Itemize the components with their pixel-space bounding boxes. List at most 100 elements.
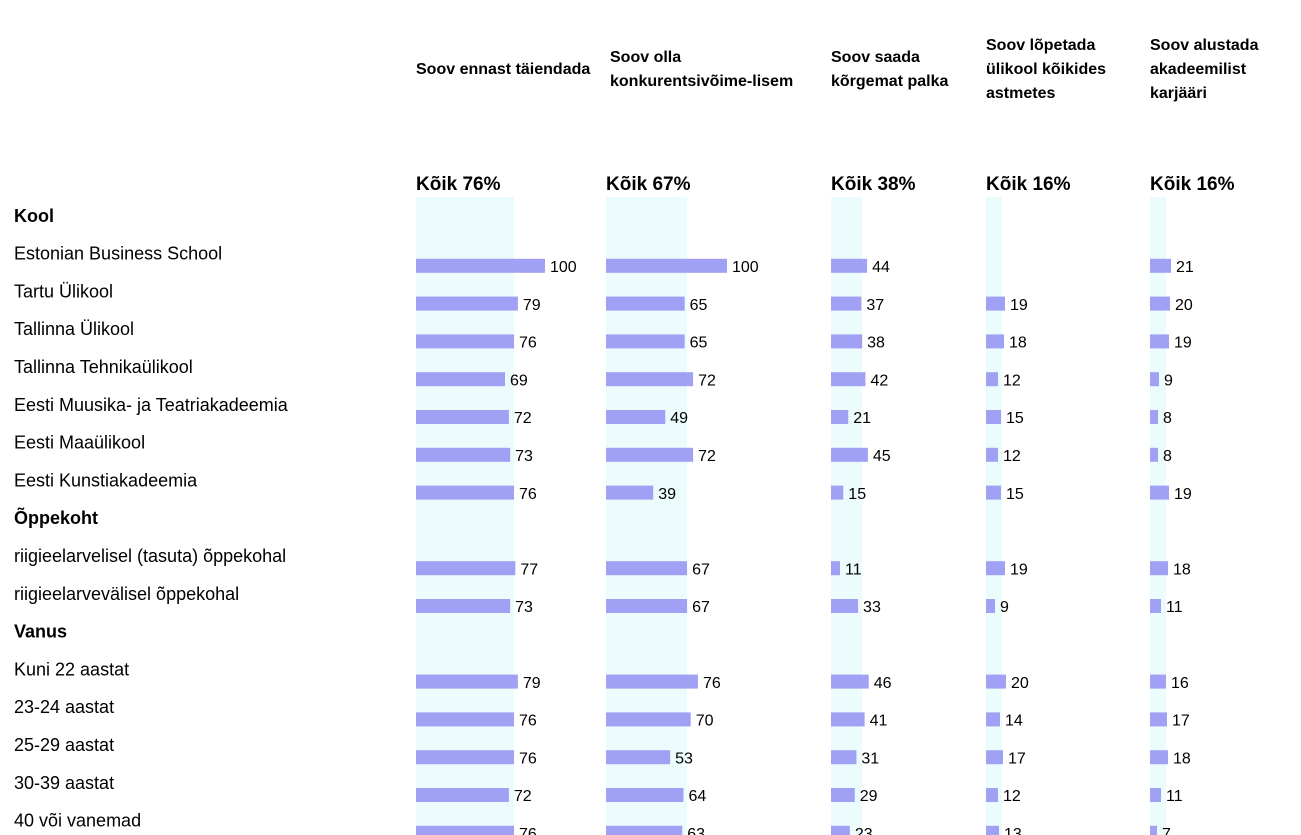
value-label: 64 <box>688 788 706 805</box>
value-label: 18 <box>1173 561 1191 578</box>
bar <box>986 750 1003 765</box>
bar <box>606 296 685 311</box>
value-label: 18 <box>1173 750 1191 767</box>
value-label: 76 <box>519 826 537 835</box>
total-band <box>1150 197 1166 835</box>
bar <box>831 750 857 765</box>
row-label: 25-29 aastat <box>14 735 114 755</box>
row-label: Kuni 22 aastat <box>14 659 129 679</box>
bar <box>986 788 998 802</box>
value-label: 63 <box>687 826 705 835</box>
value-label: 76 <box>519 335 537 352</box>
value-label: 11 <box>1166 788 1183 805</box>
bar <box>831 334 863 349</box>
value-label: 100 <box>550 259 577 276</box>
value-label: 42 <box>870 372 888 389</box>
column-header: Soov olla konkurentsivõime-lisem <box>610 49 794 90</box>
value-label: 67 <box>692 561 710 578</box>
value-label: 73 <box>515 448 533 465</box>
value-label: 11 <box>1166 599 1183 616</box>
value-label: 76 <box>519 486 537 503</box>
bar <box>831 561 841 576</box>
value-label: 45 <box>873 448 891 465</box>
column-header: Soov saada kõrgemat palka <box>831 49 949 90</box>
bar <box>831 410 849 424</box>
value-label: 100 <box>732 259 759 276</box>
row-label: Eesti Muusika- ja Teatriakadeemia <box>14 395 289 415</box>
bar <box>1150 750 1168 765</box>
bar <box>1150 825 1157 835</box>
bar <box>1150 296 1170 311</box>
value-label: 65 <box>690 297 708 314</box>
bar <box>606 447 694 462</box>
value-label: 19 <box>1174 335 1192 352</box>
bar <box>606 561 688 576</box>
value-label: 23 <box>855 826 873 835</box>
value-label: 77 <box>520 561 538 578</box>
bar <box>986 825 999 835</box>
column-header-box: Soov saada kõrgemat palka <box>831 0 951 140</box>
column-header-box: Soov ennast täiendada <box>416 0 596 140</box>
row-label: 30-39 aastat <box>14 773 114 793</box>
value-label: 20 <box>1011 675 1029 692</box>
bar <box>416 712 515 727</box>
bar <box>986 712 1000 727</box>
bar <box>831 296 862 311</box>
bar <box>606 599 688 613</box>
bar <box>1150 561 1168 576</box>
bar <box>416 447 511 462</box>
value-label: 12 <box>1003 788 1021 805</box>
group-label: Õppekoht <box>14 507 98 528</box>
value-label: 9 <box>1164 372 1173 389</box>
value-label: 14 <box>1005 713 1023 730</box>
value-label: 9 <box>1000 599 1009 616</box>
bar <box>606 372 694 387</box>
value-label: 70 <box>696 713 714 730</box>
row-label: Eesti Kunstiakadeemia <box>14 470 198 490</box>
column-header: Soov alustada akadeemilist karjääri <box>1150 37 1259 102</box>
bar <box>416 788 509 802</box>
value-label: 39 <box>658 486 676 503</box>
group-label: Vanus <box>14 622 67 642</box>
bar <box>986 372 998 387</box>
value-label: 72 <box>698 372 716 389</box>
bar <box>986 296 1005 311</box>
value-label: 79 <box>523 297 541 314</box>
bar <box>606 712 691 727</box>
value-label: 53 <box>675 750 693 767</box>
value-label: 21 <box>853 410 871 427</box>
bar <box>1150 334 1169 349</box>
total-label: Kõik 16% <box>1150 174 1235 195</box>
value-label: 12 <box>1003 448 1021 465</box>
column-header-box: Soov lõpetada ülikool kõikides astmetes <box>986 0 1116 140</box>
value-label: 72 <box>514 788 532 805</box>
row-label: Eesti Maaülikool <box>14 433 145 453</box>
value-label: 31 <box>861 750 879 767</box>
value-label: 15 <box>848 486 866 503</box>
bar <box>986 334 1004 349</box>
bar <box>416 485 515 500</box>
value-label: 16 <box>1171 675 1189 692</box>
bar <box>606 410 666 424</box>
value-label: 17 <box>1172 713 1190 730</box>
value-label: 72 <box>698 448 716 465</box>
column-header: Soov lõpetada ülikool kõikides astmetes <box>986 37 1107 102</box>
bar <box>416 372 506 387</box>
bar <box>831 258 868 273</box>
bar <box>831 712 865 727</box>
bar <box>986 674 1006 689</box>
value-label: 20 <box>1175 297 1193 314</box>
bar <box>416 674 518 689</box>
bar <box>986 447 998 462</box>
bar <box>1150 410 1158 424</box>
total-label: Kõik 67% <box>606 174 691 195</box>
value-label: 67 <box>692 599 710 616</box>
bar <box>986 485 1001 500</box>
value-label: 73 <box>515 599 533 616</box>
bar <box>831 674 869 689</box>
total-band <box>831 197 863 835</box>
row-label: Tallinna Ülikool <box>14 319 134 339</box>
total-label: Kõik 76% <box>416 174 501 195</box>
bar <box>606 258 727 273</box>
row-label: riigieelarvelisel (tasuta) õppekohal <box>14 546 286 566</box>
